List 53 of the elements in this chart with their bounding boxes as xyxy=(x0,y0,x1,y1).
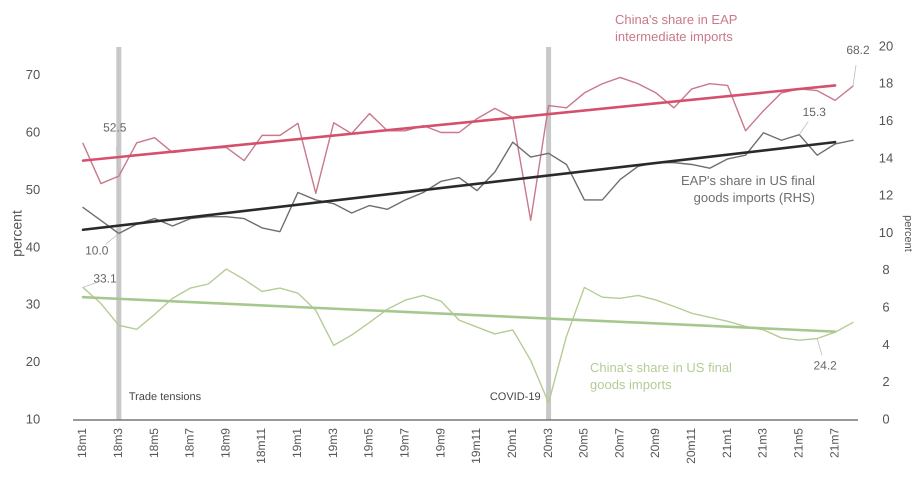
y-tick-label: 30 xyxy=(26,296,40,312)
x-tick-label: 21m5 xyxy=(791,428,806,458)
x-tick-label: 18m11 xyxy=(254,428,268,464)
text: China's share in EAP intermediate imports xyxy=(615,12,738,44)
x-tick-label: 20m11 xyxy=(684,428,698,464)
y2-tick-label: 16 xyxy=(878,113,894,128)
y2-axis-title: percent xyxy=(902,215,914,252)
x-tick-label: 18m5 xyxy=(146,428,161,458)
y-tick-label: 70 xyxy=(26,67,40,82)
x-tick-label: 20m9 xyxy=(648,428,662,458)
y2-tick-label: 6 xyxy=(882,300,890,315)
data-label: 24.2 xyxy=(814,358,838,373)
x-tick-label: 19m5 xyxy=(362,428,376,458)
y2-tick-label: 10 xyxy=(878,224,894,240)
y2-tick-label: 4 xyxy=(882,336,890,352)
y2-tick-label: 20 xyxy=(878,38,894,54)
y-tick-label: 40 xyxy=(26,239,40,254)
x-tick-label: 20m5 xyxy=(576,428,591,458)
x-tick-label: 21m3 xyxy=(756,428,770,458)
x-tick-label: 18m9 xyxy=(218,428,232,458)
y-tick-label: 60 xyxy=(26,124,40,140)
x-tick-label: 19m7 xyxy=(397,428,412,458)
x-tick-label: 18m3 xyxy=(110,428,125,458)
series-label: EAP's share in US final goods imports (RHS) xyxy=(681,173,816,205)
x-tick-label: 19m9 xyxy=(433,428,448,458)
x-tick-label: 19m1 xyxy=(290,428,304,458)
x-tick-label: 20m7 xyxy=(612,428,626,458)
y2-tick-label: 2 xyxy=(882,374,890,390)
y2-tick-label: 12 xyxy=(878,188,894,203)
y2-tick-label: 0 xyxy=(882,411,890,426)
y2-tick-label: 18 xyxy=(878,76,894,91)
x-tick-label: 21m7 xyxy=(827,428,842,458)
data-label: 68.2 xyxy=(846,43,870,58)
x-tick-label: 20m1 xyxy=(504,428,519,458)
x-tick-label: 19m3 xyxy=(326,428,340,458)
data-label: 33.1 xyxy=(93,272,117,286)
x-tick-label: 18m7 xyxy=(182,428,197,458)
x-tick-label: 21m1 xyxy=(720,428,734,458)
data-label: 52.5 xyxy=(103,120,127,134)
x-tick-label: 20m3 xyxy=(540,428,555,458)
ref-line-label: COVID-19 xyxy=(490,391,541,403)
x-tick-label: 18m1 xyxy=(75,428,90,458)
y-axis-title: percent xyxy=(8,210,25,257)
y2-tick-label: 14 xyxy=(878,150,894,166)
y-tick-label: 10 xyxy=(26,411,40,426)
ref-line-label: Trade tensions xyxy=(128,391,202,403)
y-tick-label: 50 xyxy=(26,182,40,197)
text: China's share in US final goods imports xyxy=(590,360,732,392)
x-tick-label: 19m11 xyxy=(469,428,484,464)
data-label: 15.3 xyxy=(802,104,826,119)
y2-tick-label: 8 xyxy=(882,262,890,278)
y-tick-label: 20 xyxy=(26,354,40,370)
data-label: 10.0 xyxy=(85,244,109,258)
